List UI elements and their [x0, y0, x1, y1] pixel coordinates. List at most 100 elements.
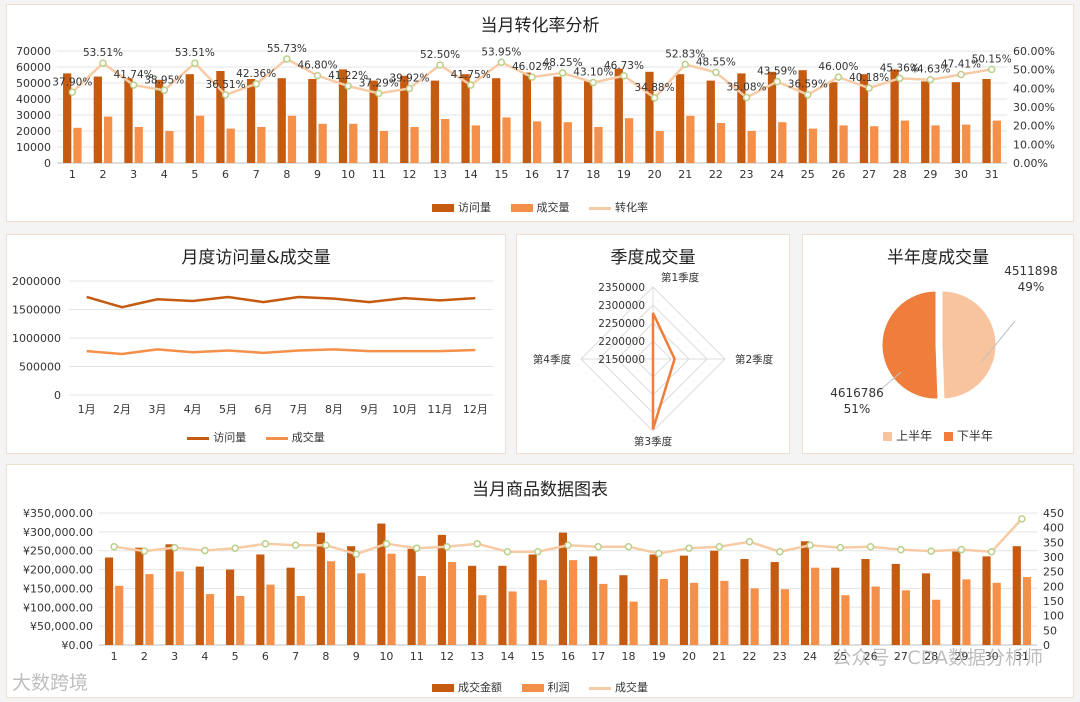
legend-label-amount: 成交金额 [458, 681, 502, 694]
conv-bar-b [778, 122, 787, 163]
conv-xtick-label: 8 [283, 168, 290, 181]
conv-xtick-label: 19 [617, 168, 631, 181]
conv-bar-a [461, 74, 470, 163]
legend-swatch-visits [432, 204, 454, 212]
conv-line-point [191, 59, 199, 67]
conv-line-point [528, 73, 536, 81]
conv-bar-b [716, 123, 726, 163]
legend-item-monthly-visits[interactable]: 访问量 [187, 429, 246, 445]
product-chart-svg: ¥0.00 ¥50,000.00 ¥100,000.00 ¥150,000.00 ¥20… [23, 507, 1064, 663]
conv-bar-b [410, 127, 419, 163]
legend-item-volume[interactable]: 成交量 [589, 679, 648, 695]
legend-item-profit[interactable]: 利润 [521, 679, 570, 695]
conv-xtick-label: 12 [402, 168, 416, 181]
conv-y2tick-label: 10.00% [1013, 138, 1055, 151]
radar-rtick-label: 2150000 [598, 354, 645, 366]
legend-label-lower: 下半年 [956, 429, 993, 443]
conv-bar-b [747, 131, 756, 163]
prod-bar-b [871, 586, 880, 645]
conv-line-point [589, 78, 598, 87]
conv-line-point [558, 69, 567, 77]
conv-bar-b [839, 125, 848, 163]
legend-item-upper[interactable]: 上半年 [883, 427, 932, 444]
monthly-xtick-label: 7月 [290, 403, 308, 416]
prod-xtick-label: 23 [773, 650, 787, 663]
prod-line-point [987, 547, 996, 556]
prod-xtick-label: 13 [470, 650, 484, 663]
prod-bar-b [447, 562, 457, 645]
conv-data-label: 52.83% [665, 48, 705, 60]
conv-line-point [926, 75, 935, 84]
prod-xtick-label: 10 [379, 650, 393, 663]
conv-bar-a [492, 78, 501, 163]
legend-item-amount[interactable]: 成交金额 [432, 679, 502, 695]
conv-bar-a [921, 81, 930, 163]
legend-item-lower[interactable]: 下半年 [943, 427, 993, 444]
prod-bar-b [115, 585, 124, 645]
conv-xtick-label: 13 [433, 168, 447, 181]
prod-xtick-label: 30 [985, 650, 999, 663]
conv-xtick-label: 31 [985, 168, 999, 181]
prod-xtick-label: 25 [833, 650, 847, 663]
conv-line-point [957, 70, 965, 79]
legend-label-volume: 成交量 [615, 681, 648, 694]
prod-bar-a [740, 559, 749, 645]
prod-bar-b [145, 574, 154, 645]
prod-line-point [443, 542, 451, 551]
conv-bar-b [349, 123, 358, 163]
monthly-xtick-label: 6月 [254, 403, 272, 416]
legend-swatch-monthly-visits [187, 436, 210, 440]
prod-line-point [533, 547, 542, 556]
conv-line-point [987, 65, 996, 74]
radar-axis-label: 第2季度 [735, 353, 774, 366]
radar-axis-label: 第1季度 [661, 271, 700, 284]
legend-item-deals[interactable]: 成交量 [510, 199, 570, 215]
conv-bar-b [686, 115, 695, 163]
watermark-right: 公众号 · CDA数据分析师 [832, 647, 1043, 669]
prod-bar-b [932, 599, 941, 645]
radar-axis-label: 第4季度 [533, 353, 572, 366]
conv-line-point [283, 55, 291, 63]
conv-data-label: 38.95% [144, 74, 184, 86]
monthly-xtick-label: 2月 [113, 403, 131, 416]
conv-data-label: 46.00% [818, 61, 858, 73]
legend-label-rate: 转化率 [615, 201, 648, 214]
prod-line-point [201, 546, 209, 555]
legend-item-monthly-deals[interactable]: 成交量 [265, 429, 325, 445]
prod-line-point [655, 549, 663, 558]
conv-ytick-label: 10000 [16, 141, 51, 154]
prod-y2tick-label: 350 [1043, 536, 1064, 549]
legend-swatch-profit [521, 684, 544, 692]
conv-data-label: 46.02% [512, 61, 552, 73]
conv-line-point [650, 94, 659, 102]
prod-line-point [140, 547, 149, 555]
prod-ytick-label: ¥300,000.00 [23, 526, 93, 539]
prod-xtick-label: 17 [591, 650, 605, 663]
conv-line-point [221, 91, 230, 99]
prod-bar-b [236, 595, 245, 645]
conv-data-label: 48.55% [696, 56, 736, 68]
conv-bar-b [563, 122, 572, 163]
conv-bar-b [195, 115, 205, 163]
legend-swatch-monthly-deals [265, 436, 288, 440]
prod-bar-b [417, 575, 426, 645]
monthly-ytick-label: 1000000 [12, 332, 61, 345]
monthly-xtick-label: 3月 [148, 403, 166, 416]
conv-bar-a [369, 80, 378, 163]
conv-data-label: 45.36% [880, 62, 920, 74]
prod-line-point [685, 544, 693, 552]
pie-pct-label-upper: 49% [1018, 280, 1045, 294]
prod-line-point [110, 542, 118, 551]
prod-xtick-label: 15 [531, 650, 545, 663]
conv-xtick-label: 27 [862, 168, 876, 181]
legend-item-rate[interactable]: 转化率 [589, 199, 648, 215]
conversion-legend: 访问量 成交量 转化率 [7, 199, 1073, 215]
prod-xtick-label: 3 [171, 650, 178, 663]
legend-swatch-deals [510, 204, 533, 212]
conv-line-point [344, 82, 352, 90]
conv-data-label: 53.51% [83, 47, 123, 59]
prod-xtick-label: 11 [410, 650, 424, 663]
legend-item-visits[interactable]: 访问量 [432, 199, 491, 215]
conv-ytick-label: 0 [44, 157, 51, 170]
prod-bar-a [316, 532, 325, 645]
